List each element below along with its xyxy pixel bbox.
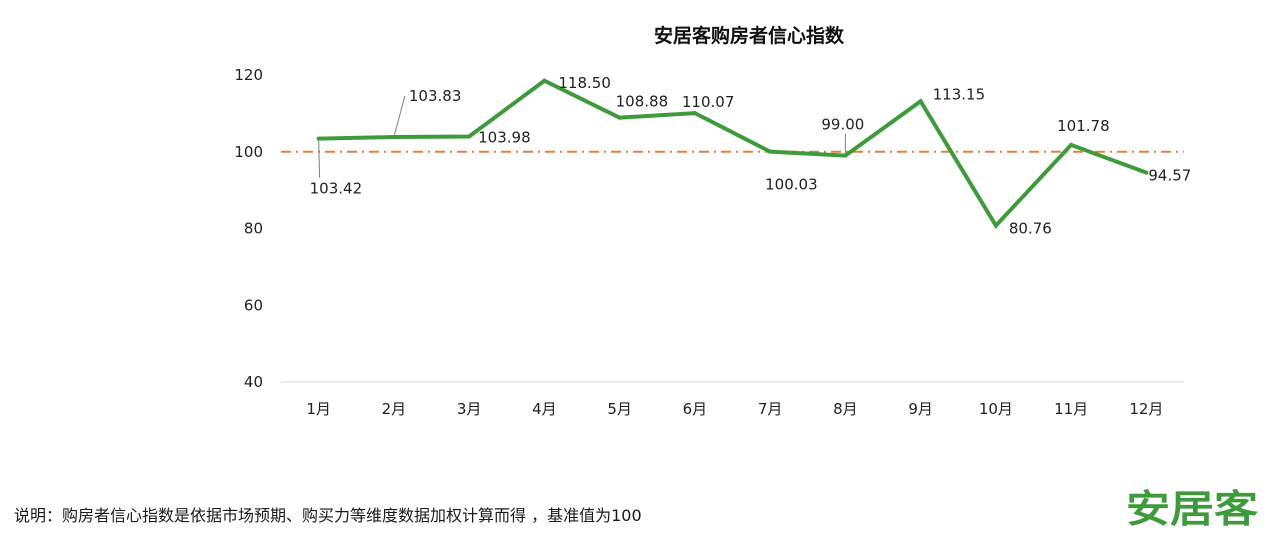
x-tick-label: 2月	[382, 400, 407, 418]
data-label: 103.83	[409, 87, 462, 105]
x-tick-label: 1月	[306, 400, 331, 418]
x-tick-label: 10月	[979, 400, 1013, 418]
svg-text:安居客: 安居客	[1126, 488, 1258, 528]
chart-title: 安居客购房者信心指数	[654, 24, 845, 47]
data-point	[768, 149, 773, 154]
data-point	[1069, 142, 1074, 147]
series-line	[318, 78, 1148, 229]
data-label: 99.00	[821, 116, 864, 134]
data-point	[316, 136, 321, 141]
data-label: 103.42	[310, 180, 363, 198]
data-label: 110.07	[682, 93, 735, 111]
x-tick-label: 5月	[607, 400, 632, 418]
label-leader-lines	[318, 95, 846, 178]
x-tick-label: 11月	[1054, 400, 1088, 418]
label-leader-line	[393, 95, 406, 138]
data-point	[1144, 170, 1149, 175]
data-label: 100.03	[765, 176, 818, 194]
data-label: 118.50	[558, 74, 611, 92]
label-leader-line	[318, 138, 321, 178]
data-label: 80.76	[1009, 220, 1052, 238]
data-point	[692, 111, 697, 116]
data-label: 113.15	[933, 85, 986, 103]
data-label: 94.57	[1148, 167, 1191, 185]
data-point	[467, 134, 472, 139]
x-axis-ticks: 1月 2月 3月 4月 5月 6月 7月 8月 9月 10月 11月 12月	[306, 400, 1163, 418]
x-tick-label: 6月	[683, 400, 708, 418]
data-point	[542, 78, 547, 83]
data-label: 108.88	[616, 93, 669, 111]
data-point	[843, 153, 848, 158]
x-tick-label: 3月	[457, 400, 482, 418]
x-tick-label: 4月	[532, 400, 557, 418]
data-label: 101.78	[1057, 117, 1110, 135]
x-tick-label: 7月	[758, 400, 783, 418]
y-tick-label: 100	[234, 143, 263, 161]
y-tick-label: 80	[244, 220, 263, 238]
data-points	[316, 78, 1149, 228]
footer-note: 说明：购房者信心指数是依据市场预期、购买力等维度数据加权计算而得 ，基准值为10…	[14, 506, 642, 525]
y-tick-label: 40	[244, 373, 263, 391]
x-tick-label: 8月	[833, 400, 858, 418]
data-point	[993, 223, 998, 228]
anjuke-logo: 安居客	[1126, 487, 1260, 531]
y-axis-ticks: 40 60 80 100 120	[234, 66, 263, 391]
confidence-index-chart: 安居客购房者信心指数 40 60 80 100 120 1月 2月 3月 4月 5月 6月 7月 8月…	[234, 24, 1192, 418]
data-labels: 103.42 103.83 103.98 118.50 108.88 110.07 100.…	[310, 74, 1192, 238]
data-point	[391, 135, 396, 140]
data-point	[617, 115, 622, 120]
x-tick-label: 12月	[1129, 400, 1163, 418]
x-tick-label: 9月	[908, 400, 933, 418]
data-point	[918, 99, 923, 104]
y-tick-label: 120	[234, 66, 263, 84]
data-label: 103.98	[478, 128, 531, 146]
y-tick-label: 60	[244, 296, 263, 314]
